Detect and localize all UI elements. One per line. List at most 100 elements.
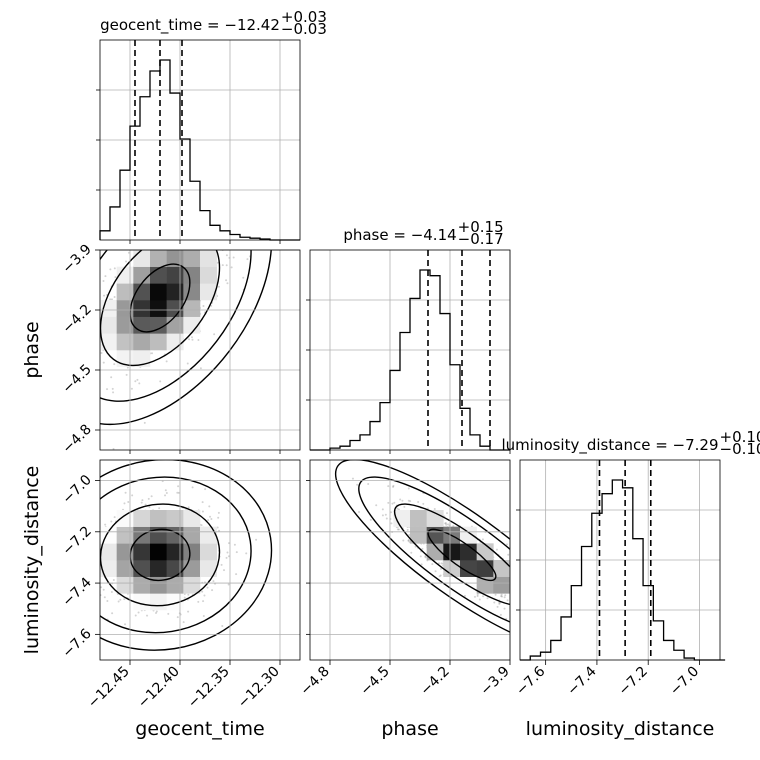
sample-point (202, 600, 205, 603)
sample-point (176, 245, 178, 247)
density-cell (200, 283, 217, 301)
sample-point (106, 599, 109, 602)
sample-point (134, 380, 137, 383)
sample-point (198, 238, 200, 240)
density-cell (183, 510, 201, 527)
sample-point (176, 616, 179, 619)
density-geocent_time-vs-phase (89, 210, 273, 450)
density-cell (133, 333, 151, 351)
sample-point (153, 244, 155, 246)
density-cell (100, 560, 117, 577)
sample-point (119, 598, 122, 601)
sample-point (86, 562, 88, 564)
sample-point (89, 354, 91, 356)
sample-point (501, 595, 504, 598)
sample-point (522, 607, 524, 609)
sample-point (524, 582, 526, 584)
sample-point (124, 491, 127, 494)
sample-point (91, 344, 93, 346)
sample-point (192, 243, 194, 245)
sample-point (367, 483, 370, 486)
sample-point (103, 294, 106, 297)
sample-point (199, 236, 201, 238)
sample-point (137, 611, 140, 614)
sample-point (171, 245, 173, 247)
sample-point (110, 376, 113, 379)
sample-point (232, 256, 235, 259)
sample-point (201, 510, 204, 513)
density-cell (476, 560, 494, 577)
density-cell (426, 510, 444, 527)
sample-point (584, 603, 586, 605)
sample-point (210, 517, 213, 520)
sample-point (390, 511, 393, 514)
contour-geocent_time-vs-phase-0 (129, 263, 191, 333)
sample-point (417, 500, 420, 503)
sample-point (199, 228, 201, 230)
sample-point (95, 343, 97, 345)
sample-point (209, 515, 212, 518)
sample-point (521, 615, 523, 617)
density-cell (133, 350, 151, 367)
sample-point (177, 246, 179, 248)
density-cell (150, 593, 167, 611)
sample-point (211, 242, 213, 244)
sample-point (408, 540, 411, 543)
panel-title-geocent_time: geocent_time = −12.42 (100, 16, 280, 35)
density-cell (460, 560, 477, 577)
sample-point (155, 248, 157, 250)
sample-point (517, 603, 519, 605)
sample-point (431, 563, 434, 566)
sample-point (186, 210, 188, 212)
sample-point (202, 231, 204, 233)
sample-point (185, 228, 187, 230)
sample-point (385, 517, 388, 520)
sample-point (176, 491, 179, 494)
sample-point (96, 343, 98, 345)
sample-point (407, 539, 410, 542)
sample-point (547, 627, 549, 629)
sample-point (134, 614, 137, 617)
sample-point (98, 515, 100, 517)
sample-point (406, 528, 409, 531)
sample-point (422, 502, 425, 505)
sample-point (358, 510, 361, 513)
sample-point (110, 590, 113, 593)
sample-point (185, 215, 187, 217)
contour-phase-vs-luminosity_distance-2 (358, 476, 510, 634)
sample-point (537, 610, 539, 612)
sample-point (207, 237, 209, 239)
sample-point (445, 523, 448, 526)
sample-point (399, 498, 402, 501)
sample-point (111, 387, 114, 390)
density-cell (166, 250, 184, 267)
sample-point (505, 543, 508, 546)
density-cell (133, 266, 151, 284)
sample-point (113, 516, 116, 519)
sample-point (396, 528, 399, 531)
sample-point (217, 246, 219, 248)
sample-point (225, 254, 228, 257)
sample-point (439, 567, 442, 570)
sample-point (481, 538, 484, 541)
sample-point (515, 572, 517, 574)
density-cell (183, 576, 201, 594)
sample-point (532, 593, 534, 595)
sample-point (533, 600, 535, 602)
sample-point (498, 601, 501, 604)
sample-point (102, 361, 105, 364)
sample-point (92, 541, 94, 543)
sample-point (235, 551, 238, 554)
density-cell (183, 560, 201, 577)
density-cell (166, 316, 184, 334)
sample-point (213, 333, 216, 336)
sample-point (392, 484, 395, 487)
histogram-geocent_time (99, 59, 300, 241)
density-cell (100, 333, 117, 351)
sample-point (381, 514, 384, 517)
sample-point (529, 583, 531, 585)
density-cell (150, 526, 167, 544)
sample-point (393, 501, 396, 504)
density-cell (116, 526, 134, 544)
sample-point (188, 338, 191, 341)
